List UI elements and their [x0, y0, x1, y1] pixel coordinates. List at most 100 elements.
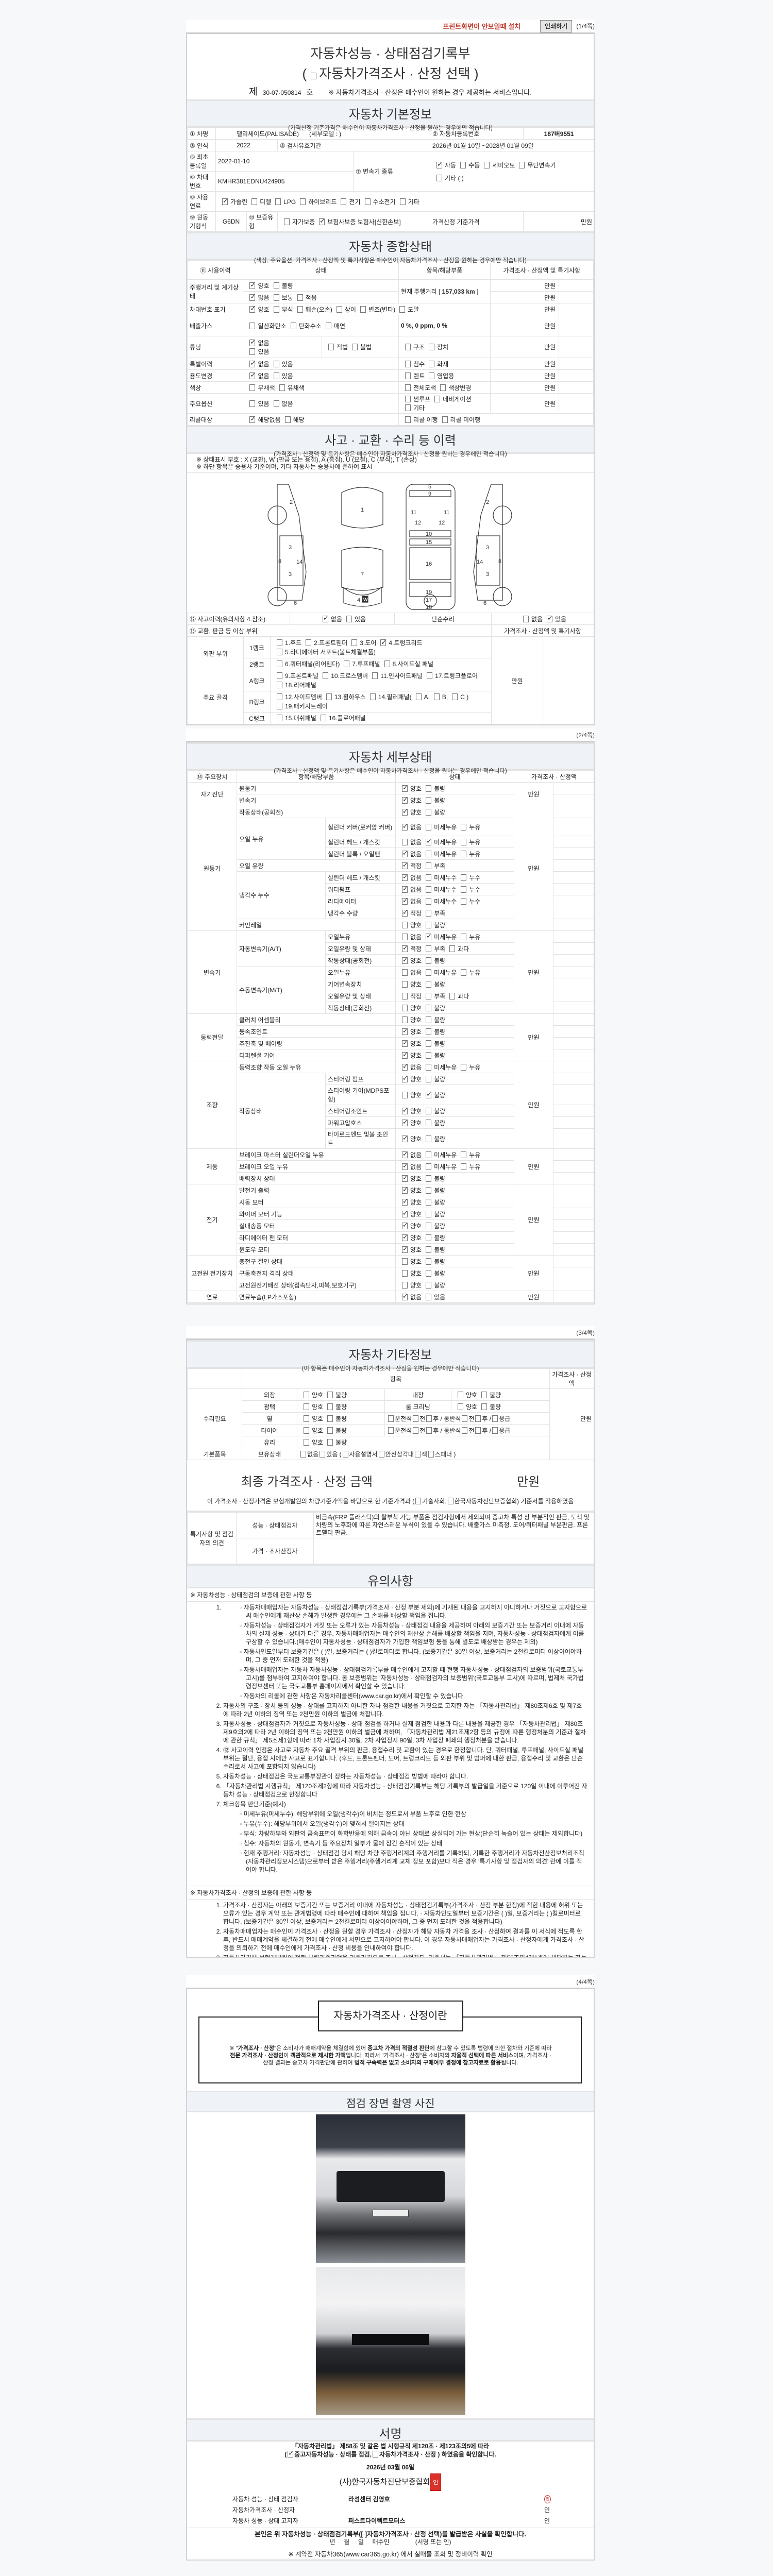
checkbox[interactable] [426, 1234, 432, 1241]
checkbox[interactable] [304, 1415, 309, 1422]
checkbox-option[interactable]: 썬루프 [401, 395, 430, 403]
checkbox[interactable] [426, 1281, 432, 1289]
checkbox[interactable] [429, 372, 435, 379]
checkbox-option[interactable]: 8.사이드실 패널 [380, 659, 433, 669]
checkbox-option[interactable]: 불량 [323, 1391, 347, 1399]
checkbox-option[interactable]: 2.프론트휀더 [301, 638, 347, 648]
checkbox-option[interactable]: 양호 [398, 1269, 422, 1278]
checkbox-option[interactable]: 18.리어패널 [273, 681, 316, 690]
checkbox-option[interactable]: 무단변속기 [515, 161, 556, 170]
checkbox-option[interactable]: 양호 [398, 1174, 422, 1183]
checkbox[interactable] [426, 1063, 432, 1071]
checkbox[interactable] [277, 639, 282, 646]
checkbox[interactable] [461, 886, 467, 893]
checkbox-option[interactable]: 수소전기 [361, 197, 396, 206]
checkbox-option[interactable]: 후 / [474, 1426, 491, 1435]
checkbox[interactable] [481, 1403, 488, 1410]
checkbox-option[interactable]: 불량 [422, 1281, 445, 1290]
checkbox-option[interactable]: 양호 [299, 1414, 323, 1423]
checkbox[interactable] [402, 896, 408, 905]
checkbox[interactable] [273, 306, 279, 313]
checkbox-option[interactable]: 불량 [422, 1174, 445, 1183]
checkbox-option[interactable]: 양호 [398, 1197, 422, 1207]
checkbox[interactable] [402, 1209, 408, 1217]
checkbox-option[interactable]: 불량 [323, 1426, 347, 1435]
checkbox[interactable] [426, 969, 432, 976]
checkbox-option[interactable]: 응급 [491, 1414, 510, 1423]
checkbox-option[interactable]: 없음 [398, 968, 422, 977]
checkbox[interactable] [344, 660, 350, 667]
checkbox-option[interactable]: C ) [448, 692, 468, 702]
checkbox[interactable] [352, 344, 358, 350]
checkbox[interactable] [405, 384, 411, 391]
checkbox-option[interactable]: 13.휠하우스 [322, 692, 366, 702]
checkbox[interactable] [402, 1197, 408, 1206]
checkbox-option[interactable]: 보통 [270, 293, 293, 302]
checkbox-option[interactable]: 없음 [398, 1292, 422, 1301]
checkbox[interactable] [402, 908, 408, 917]
checkbox[interactable] [405, 404, 411, 411]
checkbox[interactable] [402, 921, 408, 928]
checkbox-option[interactable]: 불량 [422, 1210, 445, 1218]
checkbox[interactable] [414, 1450, 421, 1458]
checkbox[interactable] [460, 161, 466, 168]
checkbox[interactable] [327, 1415, 333, 1422]
checkbox[interactable] [402, 1292, 408, 1300]
checkbox-option[interactable]: 불량 [422, 1269, 445, 1278]
checkbox[interactable] [427, 672, 433, 679]
checkbox-option[interactable]: 불량 [323, 1438, 347, 1447]
checkbox[interactable] [322, 614, 329, 622]
checkbox-option[interactable]: 17.트렁크플로어 [423, 671, 478, 681]
checkbox-option[interactable]: 자동차가격조사 · 산정 ) 하였음을 확인합니다. [372, 2450, 496, 2459]
checkbox[interactable] [284, 416, 291, 423]
checkbox-option[interactable]: 불법 [348, 343, 372, 351]
checkbox-option[interactable]: 없음 [245, 338, 320, 347]
checkbox-option[interactable]: 적정 [398, 861, 422, 870]
checkbox[interactable] [346, 615, 352, 622]
checkbox[interactable] [402, 1245, 408, 1253]
checkbox[interactable] [426, 1040, 432, 1047]
checkbox-option[interactable]: 불량 [323, 1402, 347, 1411]
checkbox[interactable] [249, 348, 256, 355]
checkbox[interactable] [436, 160, 443, 168]
checkbox[interactable] [426, 1135, 432, 1142]
checkbox-option[interactable]: 있음 [543, 614, 566, 623]
checkbox[interactable] [429, 360, 435, 367]
price-survey-checkbox[interactable] [311, 73, 317, 79]
checkbox-option[interactable]: 양호 [398, 1118, 422, 1127]
checkbox-option[interactable]: 누유 [457, 1063, 480, 1072]
checkbox-option[interactable]: 해당 [281, 415, 305, 424]
checkbox-option[interactable]: 양호 [245, 281, 270, 290]
checkbox[interactable] [426, 850, 432, 857]
checkbox-option[interactable]: 불량 [422, 1198, 445, 1207]
checkbox[interactable] [251, 198, 258, 205]
checkbox[interactable] [436, 174, 443, 181]
checkbox[interactable] [426, 796, 432, 804]
checkbox-option[interactable]: 전 [461, 1414, 474, 1423]
checkbox[interactable] [297, 294, 303, 301]
checkbox[interactable] [380, 638, 386, 647]
checkbox[interactable] [402, 1074, 408, 1082]
checkbox-option[interactable]: 양호 [398, 1245, 422, 1254]
checkbox[interactable] [273, 294, 279, 301]
checkbox-option[interactable]: 전기 [337, 197, 361, 206]
checkbox-option[interactable]: 9.프론트패널 [273, 671, 318, 681]
checkbox[interactable] [249, 293, 256, 301]
checkbox-option[interactable]: 있음 [342, 615, 366, 623]
checkbox-option[interactable]: 훼손(오손) [293, 305, 332, 314]
checkbox-option[interactable]: 운전석 [387, 1426, 412, 1435]
checkbox-option[interactable]: 미세누유 [422, 1150, 457, 1159]
checkbox[interactable] [399, 306, 406, 313]
checkbox[interactable] [402, 1150, 408, 1158]
checkbox-option[interactable]: 기타 [396, 197, 419, 206]
inspection-photo-front[interactable] [315, 2114, 465, 2263]
checkbox[interactable] [277, 703, 282, 709]
checkbox[interactable] [461, 969, 467, 976]
checkbox-option[interactable]: 누유 [457, 1162, 480, 1171]
checkbox-option[interactable]: 양호 [398, 956, 422, 965]
checkbox[interactable] [426, 921, 432, 928]
checkbox[interactable] [273, 372, 279, 379]
checkbox-option[interactable]: 없음 [398, 1150, 422, 1159]
checkbox-option[interactable]: 운전석 [387, 1414, 412, 1423]
checkbox-option[interactable]: 양호 [398, 1050, 422, 1060]
